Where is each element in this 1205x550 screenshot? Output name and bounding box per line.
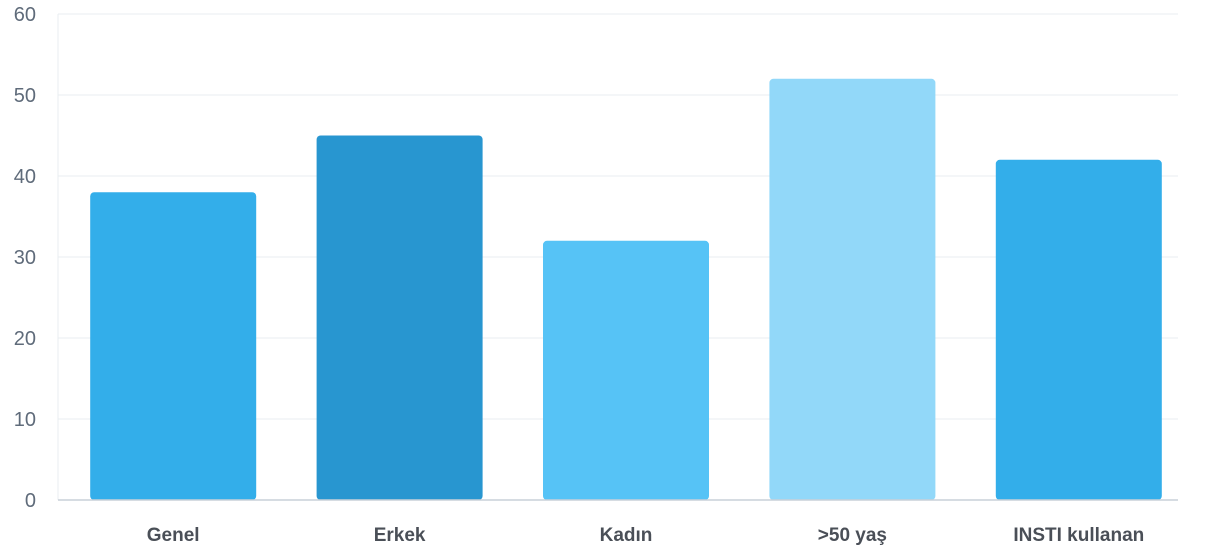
x-tick-label-0: Genel <box>147 525 200 546</box>
bar-2[interactable] <box>543 240 709 501</box>
bar-4[interactable] <box>995 159 1162 501</box>
bar-3[interactable] <box>769 78 936 501</box>
x-axis-tick-labels: Genel Erkek Kadın >50 yaş INSTI kullanan <box>147 525 1144 546</box>
y-tick-label-50: 50 <box>14 85 36 107</box>
x-tick-label-4: INSTI kullanan <box>1013 525 1144 546</box>
y-tick-label-20: 20 <box>14 328 36 350</box>
x-tick-label-2: Kadın <box>600 525 653 546</box>
y-tick-label-40: 40 <box>14 166 36 188</box>
bar-0[interactable] <box>90 192 257 500</box>
y-tick-label-60: 60 <box>14 4 36 26</box>
bars <box>90 78 1162 501</box>
x-tick-label-3: >50 yaş <box>818 525 887 546</box>
y-axis-tick-labels: 0 10 20 30 40 50 60 <box>14 4 36 512</box>
bar-1[interactable] <box>316 135 483 501</box>
y-tick-label-10: 10 <box>14 409 36 431</box>
y-tick-label-0: 0 <box>25 490 36 512</box>
y-tick-label-30: 30 <box>14 247 36 269</box>
x-tick-label-1: Erkek <box>374 525 426 546</box>
